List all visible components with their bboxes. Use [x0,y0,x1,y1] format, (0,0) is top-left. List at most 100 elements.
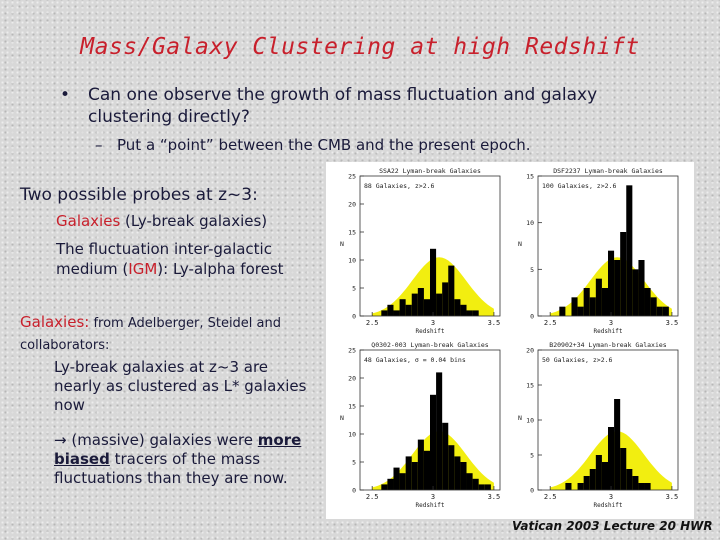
histogram-bar [656,306,663,316]
x-axis-label: Redshift [416,502,445,509]
histogram-bar [430,248,437,316]
conclusion-post: tracers of the mass fluctuations than th… [54,450,288,487]
bullet-dot-icon: • [60,85,71,105]
y-tick-label: 0 [352,313,356,321]
histogram-bar [448,445,455,490]
x-axis-label: Redshift [416,328,445,335]
x-tick-label: 2.5 [544,493,557,501]
histogram-bar [644,288,651,316]
probe-igm-pre: The fluctuation inter-galactic medium ( [56,240,272,278]
histogram-bar [423,299,430,316]
histogram-bar [484,484,491,490]
galaxies-description: Ly-break galaxies at z~3 are nearly as c… [54,358,307,414]
panel-title: B20902+34 Lyman-break Galaxies [549,341,666,349]
histogram-bar [460,304,467,316]
histogram-panels: 2.5 3 3.5 0 5 10 15 20 25 Redshift N SSA22 Lyman-br… [340,167,679,509]
x-tick-label: 3.5 [488,493,501,501]
x-tick-label: 3.5 [488,319,501,327]
histogram-bar [466,310,473,316]
panel-title: Q0302-003 Lyman-break Galaxies [371,341,488,349]
histogram-bar [632,269,639,316]
y-tick-label: 25 [348,347,356,355]
histogram-bar [650,297,657,316]
histogram-bar [381,484,388,490]
y-tick-label: 0 [530,487,534,495]
histogram-bar [423,450,430,490]
y-tick-label: 5 [530,266,534,274]
histogram-bar [387,478,394,490]
y-tick-label: 10 [348,431,356,439]
histogram-bar [417,288,424,316]
panel-frame [537,175,679,317]
histogram-bar [583,476,590,490]
panel-note: 50 Galaxies, z>2.6 [542,356,613,364]
histogram-bar [442,422,449,490]
histogram-bar [466,473,473,490]
histogram-bar [626,185,633,316]
histogram-bar [399,473,406,490]
y-axis-label: N [518,414,522,422]
panel-title: SSA22 Lyman-break Galaxies [379,167,481,175]
y-tick-label: 20 [348,201,356,209]
histogram-bar [662,306,669,316]
histogram-bar [381,310,388,316]
sub-bullet: – Put a “point” between the CMB and the p… [95,136,531,154]
histogram-bar [638,483,645,490]
x-tick-label: 3 [609,319,613,327]
probe-igm: The fluctuation inter-galactic medium (I… [56,239,326,279]
histogram-bar [601,462,608,490]
histogram-bar [478,484,485,490]
histogram-bar [626,469,633,490]
probe-galaxies: Galaxies (Ly-break galaxies) [56,211,267,231]
histogram-bar [393,310,400,316]
y-tick-label: 15 [348,403,356,411]
panel-frame [359,349,501,491]
panel-title: DSF2237 Lyman-break Galaxies [553,167,663,175]
x-tick-label: 3.5 [666,319,679,327]
histogram-bar [595,455,602,490]
y-tick-label: 5 [530,452,534,460]
histogram-bar [430,394,437,490]
histogram-bar [608,250,615,316]
histogram-bar [405,304,412,316]
histogram-bar [454,299,461,316]
histogram-bar [632,476,639,490]
y-axis-label: N [340,414,344,422]
galaxies-heading: Galaxies: from Adelberger, Steidel and c… [20,312,330,356]
histogram-bar [620,448,627,490]
y-tick-label: 0 [352,487,356,495]
y-axis-label: N [340,240,344,248]
x-tick-label: 3 [431,319,435,327]
main-bullet-text: Can one observe the growth of mass fluct… [88,85,598,127]
galaxies-heading-rest: from Adelberger, Steidel and collaborato… [20,316,282,353]
histogram-bar [436,293,443,316]
probe-igm-post: ): Ly-alpha forest [157,260,284,278]
footer-credit: Vatican 2003 Lecture 20 HWR [512,519,713,533]
x-axis-label: Redshift [594,502,623,509]
y-tick-label: 5 [352,459,356,467]
y-tick-label: 15 [526,382,534,390]
x-tick-label: 3.5 [666,493,679,501]
sub-bullet-text: Put a “point” between the CMB and the pr… [117,136,531,154]
panel-note: 100 Galaxies, z>2.6 [542,182,616,190]
histogram-bar [436,372,443,490]
histogram-bar [577,483,584,490]
panel-frame [359,175,501,317]
probe-galaxies-rest: (Ly-break galaxies) [120,212,268,230]
probe-igm-term: IGM [128,260,158,278]
y-tick-label: 20 [526,347,534,355]
dash-icon: – [95,136,103,154]
galaxies-heading-term: Galaxies: [20,313,90,331]
histogram-bar [577,306,584,316]
histogram-bar [638,260,645,316]
histogram-bar [589,297,596,316]
histogram-bar [405,456,412,490]
x-tick-label: 2.5 [366,319,379,327]
histogram-bar [448,265,455,316]
y-tick-label: 5 [352,285,356,293]
x-axis-label: Redshift [594,328,623,335]
histogram-bar [583,288,590,316]
histogram-bar [614,399,621,490]
histogram-bar [559,306,566,316]
histogram-bar [454,456,461,490]
